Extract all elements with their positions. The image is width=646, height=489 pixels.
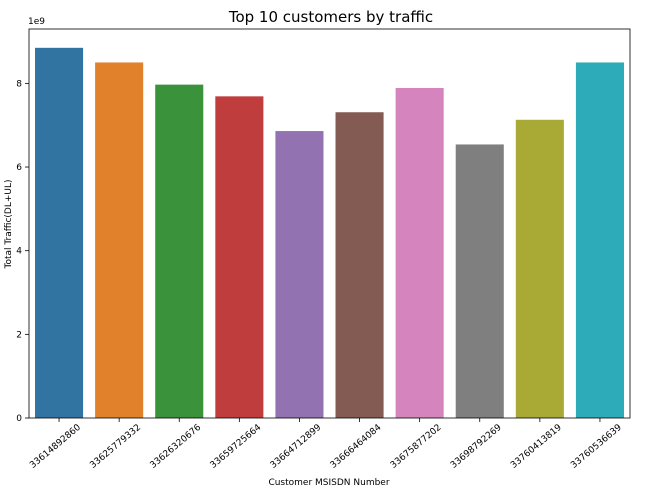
y-tick-label: 6 xyxy=(16,163,22,173)
x-tick-label: 33675877202 xyxy=(389,423,444,471)
y-tick-label: 2 xyxy=(16,330,22,340)
bar-33666464084 xyxy=(335,112,384,419)
y-tick-label: 4 xyxy=(16,247,22,257)
x-tick-label: 33614892860 xyxy=(28,422,83,470)
chart-title: Top 10 customers by traffic xyxy=(228,8,433,26)
y-axis-label: Total Traffic(DL+UL) xyxy=(4,179,14,269)
y-axis-offset-label: 1e9 xyxy=(28,17,45,27)
bar-33664712899 xyxy=(275,131,324,418)
x-tick-label: 33666464084 xyxy=(329,422,384,470)
x-tick-label: 33664712899 xyxy=(269,422,324,470)
y-axis: 0 2 4 6 8 xyxy=(16,79,29,424)
bar-33760413819 xyxy=(515,119,564,419)
bar-33614892860 xyxy=(35,47,84,418)
x-tick-label: 33625779332 xyxy=(88,423,143,471)
bars-group xyxy=(35,47,624,419)
x-tick-label: 33698792269 xyxy=(449,422,504,470)
y-tick-label: 0 xyxy=(16,414,22,424)
bar-33675877202 xyxy=(395,87,444,418)
bar-33760536639 xyxy=(575,62,624,419)
bar-33626320676 xyxy=(155,84,204,418)
y-tick-label: 8 xyxy=(16,79,22,89)
plot-frame xyxy=(28,28,631,419)
x-tick-label: 33659725664 xyxy=(209,422,264,470)
bar-33659725664 xyxy=(215,96,264,418)
bar-33625779332 xyxy=(95,62,144,419)
x-axis-label: Customer MSISDN Number xyxy=(268,478,389,488)
x-tick-label: 33760536639 xyxy=(569,422,624,470)
bar-33698792269 xyxy=(455,144,504,418)
x-tick-label: 33626320676 xyxy=(148,422,203,470)
x-tick-label: 33760413819 xyxy=(509,422,564,470)
x-axis: 33614892860 33625779332 33626320676 3365972… xyxy=(28,418,624,471)
